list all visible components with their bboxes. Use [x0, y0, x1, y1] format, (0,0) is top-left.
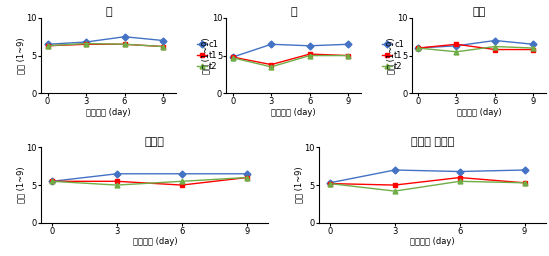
X-axis label: 저장기간 (day): 저장기간 (day) — [132, 237, 177, 246]
t1 — [114, 180, 120, 183]
Line: t2: t2 — [416, 44, 536, 54]
Line: t1: t1 — [49, 175, 249, 187]
t2 — [530, 47, 537, 50]
Line: c1: c1 — [49, 171, 249, 184]
t2 — [178, 180, 185, 183]
Title: 향미: 향미 — [472, 7, 485, 17]
t2 — [327, 182, 333, 185]
Line: t1: t1 — [45, 42, 165, 49]
Title: 맛: 맛 — [290, 7, 297, 17]
t2 — [121, 43, 128, 46]
t2 — [44, 44, 51, 47]
Line: t2: t2 — [45, 41, 165, 49]
c1 — [114, 172, 120, 175]
t1 — [244, 176, 250, 179]
t1 — [522, 181, 528, 184]
t1 — [49, 180, 55, 183]
t1 — [456, 176, 463, 179]
t2 — [453, 50, 460, 53]
Title: 색: 색 — [105, 7, 112, 17]
t2 — [83, 42, 89, 45]
X-axis label: 저장기간 (day): 저장기간 (day) — [457, 108, 501, 117]
Line: t1: t1 — [416, 42, 536, 52]
t2 — [229, 56, 236, 59]
c1 — [160, 39, 166, 42]
c1 — [345, 43, 351, 46]
c1 — [327, 181, 333, 184]
t2 — [114, 184, 120, 187]
Line: t1: t1 — [327, 175, 527, 187]
t2 — [306, 54, 313, 57]
Line: t2: t2 — [231, 53, 351, 69]
t2 — [49, 180, 55, 183]
t2 — [345, 54, 351, 57]
c1 — [178, 172, 185, 175]
Y-axis label: 점수 (1~9): 점수 (1~9) — [294, 167, 303, 203]
c1 — [121, 35, 128, 38]
Y-axis label: 점수 (1~9): 점수 (1~9) — [16, 37, 25, 74]
t2 — [160, 45, 166, 48]
Line: c1: c1 — [327, 168, 527, 185]
c1 — [244, 172, 250, 175]
t2 — [244, 176, 250, 179]
Legend: c1, t1, t2: c1, t1, t2 — [322, 170, 344, 200]
c1 — [414, 47, 421, 50]
t2 — [522, 181, 528, 184]
t1 — [306, 52, 313, 56]
Legend: c1, t1, t2: c1, t1, t2 — [383, 40, 404, 71]
Line: c1: c1 — [416, 38, 536, 50]
Legend: c1, t1, t2: c1, t1, t2 — [197, 40, 219, 71]
X-axis label: 저장기간 (day): 저장기간 (day) — [410, 237, 455, 246]
t1 — [268, 63, 274, 66]
t1 — [178, 184, 185, 187]
c1 — [229, 56, 236, 59]
c1 — [44, 43, 51, 46]
Line: t2: t2 — [327, 179, 527, 194]
t1 — [327, 182, 333, 185]
c1 — [83, 40, 89, 44]
t1 — [345, 54, 351, 57]
c1 — [49, 180, 55, 183]
t1 — [530, 48, 537, 51]
c1 — [306, 44, 313, 47]
Title: 조직감: 조직감 — [145, 137, 165, 147]
c1 — [522, 168, 528, 172]
t2 — [268, 65, 274, 68]
t1 — [391, 184, 398, 187]
t1 — [414, 47, 421, 50]
c1 — [530, 43, 537, 46]
c1 — [268, 43, 274, 46]
t1 — [121, 43, 128, 46]
Title: 종합적 기호도: 종합적 기호도 — [411, 137, 454, 147]
t2 — [492, 45, 498, 48]
Line: t1: t1 — [231, 52, 351, 67]
t2 — [391, 189, 398, 193]
t2 — [414, 47, 421, 50]
c1 — [492, 39, 498, 42]
t1 — [492, 48, 498, 51]
c1 — [456, 170, 463, 173]
Line: c1: c1 — [231, 42, 351, 59]
Y-axis label: 점수 (1~9): 점수 (1~9) — [386, 37, 395, 74]
t1 — [83, 43, 89, 46]
X-axis label: 저장기간 (day): 저장기간 (day) — [271, 108, 316, 117]
t1 — [229, 56, 236, 59]
Y-axis label: 점수 (1~9): 점수 (1~9) — [201, 37, 210, 74]
t1 — [44, 44, 51, 47]
X-axis label: 저장기간 (day): 저장기간 (day) — [86, 108, 131, 117]
t1 — [160, 45, 166, 48]
Line: t2: t2 — [49, 175, 249, 187]
Y-axis label: 점수 (1~9): 점수 (1~9) — [16, 167, 25, 203]
t2 — [456, 180, 463, 183]
c1 — [391, 168, 398, 172]
Line: c1: c1 — [45, 34, 165, 47]
t1 — [453, 43, 460, 46]
c1 — [453, 44, 460, 47]
